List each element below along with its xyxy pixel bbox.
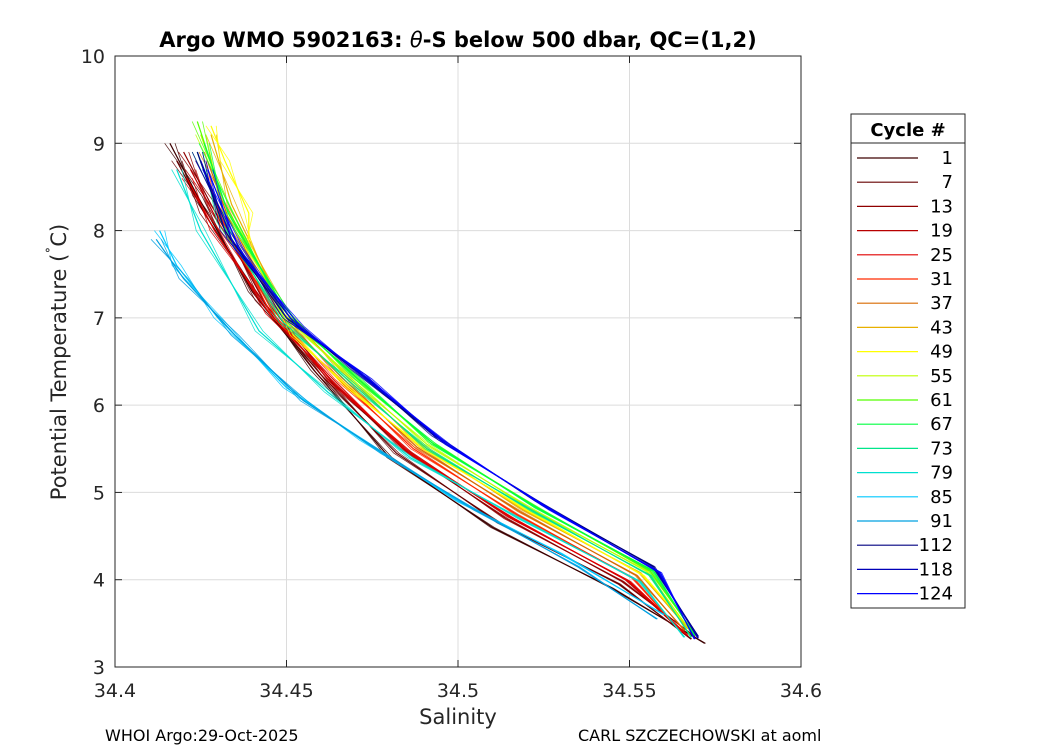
series-line-cycle-55 (205, 134, 691, 633)
x-tick-label: 34.4 (94, 680, 136, 702)
series-line-cycle-91 (160, 239, 657, 620)
series-line-cycle-55 (195, 134, 693, 633)
legend-label-cycle-124: 124 (919, 584, 953, 605)
series-line-cycle-73 (202, 151, 691, 638)
x-tick-label: 34.6 (780, 680, 822, 702)
legend-label-cycle-112: 112 (919, 535, 953, 556)
series-lines (150, 121, 706, 644)
series-line-cycle-49 (215, 125, 692, 631)
x-tick-label: 34.45 (259, 680, 313, 702)
series-line-cycle-67 (208, 143, 695, 636)
legend-label-cycle-91: 91 (930, 511, 953, 532)
series-line-cycle-124 (212, 169, 695, 640)
y-tick-label: 9 (93, 133, 105, 155)
series-line-cycle-25 (191, 178, 688, 636)
legend-label-cycle-73: 73 (930, 438, 953, 459)
legend-items: 1 7 13 19 25 31 37 43 49 55 61 67 73 79 85 91 112 118 124 (857, 148, 953, 605)
legend-title: Cycle # (870, 120, 945, 141)
legend-box (850, 113, 966, 609)
legend-label-cycle-49: 49 (930, 342, 953, 363)
series-line-cycle-7 (181, 160, 691, 640)
x-tick-label: 34.5 (437, 680, 479, 702)
legend-label-cycle-55: 55 (930, 366, 953, 387)
legend-label-cycle-31: 31 (930, 269, 953, 290)
legend-label-cycle-118: 118 (919, 559, 953, 580)
legend-label-cycle-37: 37 (930, 293, 953, 314)
legend-label-cycle-67: 67 (930, 414, 953, 435)
legend-label-cycle-79: 79 (930, 463, 953, 484)
y-tick-label: 6 (93, 395, 105, 417)
y-tick-label: 7 (93, 308, 105, 330)
chart-title: Argo WMO 5902163: θ-S below 500 dbar, QC… (159, 28, 756, 52)
series-line-cycle-61 (202, 121, 695, 635)
x-axis-label: Salinity (419, 705, 497, 729)
legend-label-cycle-1: 1 (942, 148, 953, 169)
legend: Cycle # 1 7 13 19 25 31 37 43 49 55 61 67 73 79 85 91 11… (850, 113, 966, 609)
series-line-cycle-79 (181, 169, 685, 638)
y-tick-label: 4 (93, 570, 105, 592)
legend-label-cycle-61: 61 (930, 390, 953, 411)
y-axis-label: Potential Temperature (˚C) (45, 224, 71, 500)
legend-label-cycle-43: 43 (930, 317, 953, 338)
x-tick-label: 34.55 (602, 680, 656, 702)
y-tick-label: 10 (81, 46, 105, 68)
legend-label-cycle-19: 19 (930, 221, 953, 242)
legend-label-cycle-25: 25 (930, 245, 953, 266)
axis-ticks: 34.4 34.45 34.5 34.55 34.6 3 4 5 6 7 8 9 10 (81, 46, 822, 702)
footer-left: WHOI Argo:29-Oct-2025 (105, 726, 299, 745)
footer-right: CARL SZCZECHOWSKI at aoml (578, 726, 821, 745)
legend-label-cycle-85: 85 (930, 487, 953, 508)
y-tick-label: 3 (93, 657, 105, 679)
y-tick-label: 8 (93, 221, 105, 243)
legend-label-cycle-13: 13 (930, 196, 953, 217)
legend-label-cycle-7: 7 (942, 172, 953, 193)
y-tick-label: 5 (93, 482, 105, 504)
